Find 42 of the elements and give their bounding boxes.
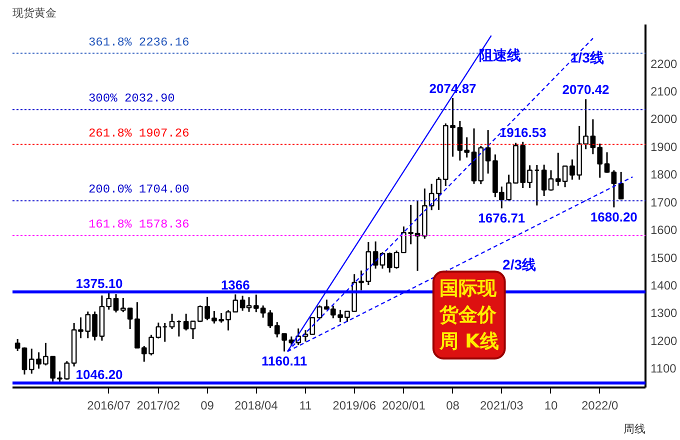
x-tick-label: 09 xyxy=(200,398,214,412)
y-tick-label: 2000 xyxy=(650,112,678,126)
x-tick-label: 2022/0 xyxy=(582,398,619,412)
y-tick-label: 1500 xyxy=(650,250,678,265)
y-tick-label: 1700 xyxy=(650,195,678,210)
series-label: 阻速线 xyxy=(478,47,521,64)
annotation: 1680.20 xyxy=(590,209,638,224)
series-label: 2/3线 xyxy=(502,256,536,273)
x-tick-label: 2018/04 xyxy=(234,398,278,412)
series-label: 1/3线 xyxy=(570,50,604,66)
annotation: 1160.11 xyxy=(262,353,308,368)
x-tick-label: 2019/06 xyxy=(332,398,376,412)
x-tick-label: 2016/07 xyxy=(87,398,131,412)
y-tick-label: 1900 xyxy=(650,140,678,154)
annotation: 1916.53 xyxy=(499,124,546,140)
annotation: 国际现货金价周 K线 xyxy=(438,278,499,352)
y-tick-label: 1800 xyxy=(650,168,678,182)
ref-line-label: 300% 2032.90 xyxy=(88,92,175,106)
y-tick-label: 2100 xyxy=(650,84,678,99)
annotation: 2070.42 xyxy=(562,82,610,98)
ref-line-label: 261.8% 1907.26 xyxy=(88,126,190,140)
y-tick-label: 1200 xyxy=(650,334,678,348)
x-tick-label: 11 xyxy=(299,398,312,412)
x-tick-label: 2021/03 xyxy=(480,398,524,412)
text: 周线 xyxy=(624,422,646,436)
y-tick-label: 2200 xyxy=(650,56,678,71)
y-tick-label: 1100 xyxy=(650,362,677,376)
chart-title: 现货黄金 xyxy=(12,6,56,20)
y-tick-label: 1300 xyxy=(650,306,678,320)
x-tick-label: 10 xyxy=(544,398,558,412)
y-tick-label: 1400 xyxy=(650,278,678,292)
ref-line-label: 161.8% 1578.36 xyxy=(88,218,190,232)
ref-line-label: 1046.20 xyxy=(76,367,123,382)
y-tick-label: 1600 xyxy=(650,223,678,238)
x-tick-label: 2020/01 xyxy=(382,398,426,412)
annotation: 1366 xyxy=(220,277,250,292)
ref-line-label: 200.0% 1704.00 xyxy=(88,182,190,197)
ref-line-label: 361.8% 2236.16 xyxy=(88,35,190,50)
ref-line-label: 1375.10 xyxy=(76,276,123,291)
annotation: 1676.71 xyxy=(478,210,526,226)
x-tick-label: 08 xyxy=(446,398,460,412)
x-tick-label: 2017/02 xyxy=(136,398,180,412)
